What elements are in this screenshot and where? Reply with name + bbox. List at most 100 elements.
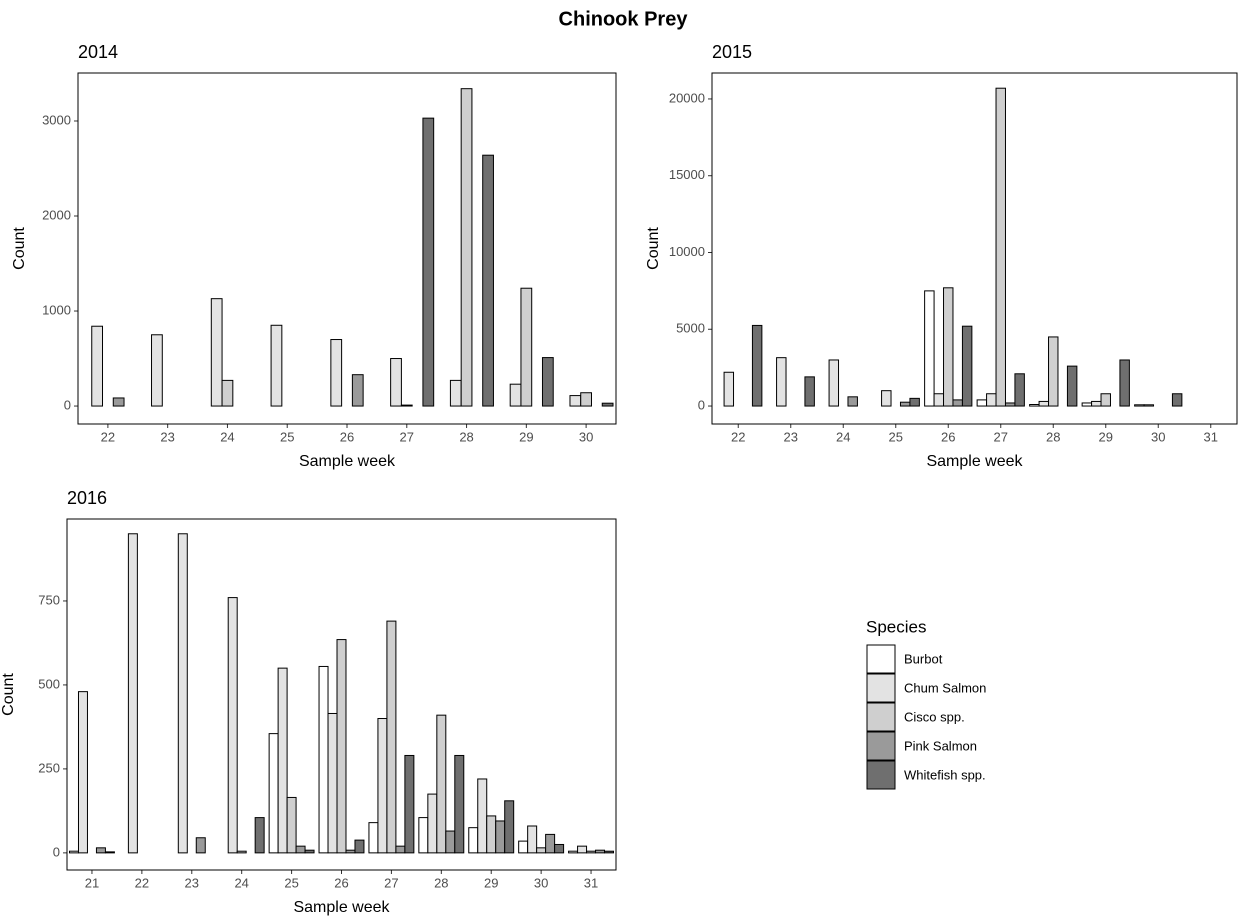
bar [270, 324, 283, 407]
bar [445, 830, 456, 854]
bar [277, 667, 288, 854]
bar [254, 817, 265, 854]
bar [177, 533, 188, 854]
bar [943, 287, 954, 407]
bar [477, 778, 488, 854]
bar [1119, 359, 1130, 407]
bar [268, 733, 279, 854]
bar [418, 817, 429, 854]
bar [723, 371, 735, 407]
bar [881, 390, 892, 407]
bar [427, 793, 438, 854]
bar [545, 833, 556, 854]
bar [504, 800, 515, 854]
bar [577, 845, 588, 854]
bar [327, 712, 338, 854]
y-tick-label: 5000 [676, 321, 705, 336]
y-tick-label: 1000 [42, 302, 71, 317]
bar [330, 339, 343, 407]
bar [286, 796, 297, 854]
bar [924, 290, 935, 407]
bar [847, 396, 858, 407]
panel-title: 2014 [78, 42, 118, 62]
x-axis-title: Sample week [926, 453, 1023, 470]
x-tick-label: 25 [280, 429, 294, 444]
bar [1014, 373, 1025, 407]
bar [541, 357, 554, 407]
x-tick-label: 21 [85, 875, 99, 890]
bar [354, 839, 365, 854]
bar [221, 379, 234, 407]
bar [336, 639, 347, 854]
x-tick-label: 31 [584, 875, 598, 890]
x-axis-title: Sample week [299, 453, 396, 470]
legend-label: Pink Salmon [904, 738, 977, 753]
bar [520, 287, 533, 407]
bar [586, 850, 597, 854]
bar [580, 392, 592, 407]
bar [449, 379, 462, 407]
x-tick-label: 28 [1046, 429, 1060, 444]
bar [776, 357, 787, 407]
x-tick-label: 26 [941, 429, 955, 444]
bar [1171, 393, 1183, 407]
bar [1038, 400, 1050, 407]
bar [518, 840, 529, 854]
bar [536, 847, 547, 854]
bar [386, 620, 397, 854]
x-tick-label: 29 [1099, 429, 1113, 444]
bar [95, 847, 106, 854]
y-tick-label: 0 [64, 397, 71, 412]
x-tick-label: 30 [1151, 429, 1165, 444]
bar [804, 376, 815, 407]
x-tick-label: 27 [384, 875, 398, 890]
x-tick-label: 25 [284, 875, 298, 890]
y-tick-label: 500 [38, 676, 60, 691]
bar [933, 393, 945, 407]
x-tick-label: 27 [994, 429, 1008, 444]
y-tick-label: 0 [698, 397, 705, 412]
legend-key [866, 760, 896, 790]
x-tick-label: 27 [400, 429, 414, 444]
figure-title: Chinook Prey [559, 8, 689, 30]
x-tick-label: 24 [836, 429, 850, 444]
x-tick-label: 31 [1204, 429, 1218, 444]
x-tick-label: 22 [101, 429, 115, 444]
x-tick-label: 30 [534, 875, 548, 890]
bar [604, 850, 615, 854]
bar [509, 383, 522, 407]
legend-title: Species [866, 617, 926, 636]
panel-title: 2016 [67, 488, 107, 508]
bar [899, 401, 911, 407]
bar [986, 393, 997, 407]
x-tick-label: 28 [434, 875, 448, 890]
legend-key [866, 644, 896, 674]
bar [68, 850, 79, 854]
bar [527, 825, 538, 854]
y-tick-label: 3000 [42, 112, 71, 127]
bar [368, 822, 379, 854]
bar [595, 849, 606, 854]
bar [210, 298, 223, 407]
bar [569, 395, 582, 407]
bar [104, 851, 115, 854]
y-tick-label: 750 [38, 592, 60, 607]
y-tick-label: 15000 [669, 167, 705, 182]
bar [482, 154, 494, 407]
bar [77, 691, 88, 854]
bar [468, 827, 479, 854]
bar [236, 850, 247, 854]
legend-label: Burbot [904, 651, 943, 666]
bar [961, 325, 973, 407]
x-tick-label: 29 [484, 875, 498, 890]
bar [1143, 404, 1155, 407]
bar [395, 845, 406, 854]
y-tick-label: 20000 [669, 90, 705, 105]
bar [995, 87, 1006, 407]
bar [91, 325, 104, 407]
bar [554, 843, 565, 854]
bar [436, 714, 447, 854]
bar [1048, 336, 1059, 407]
plot-border [66, 518, 617, 871]
y-axis-title: Count [645, 227, 662, 270]
